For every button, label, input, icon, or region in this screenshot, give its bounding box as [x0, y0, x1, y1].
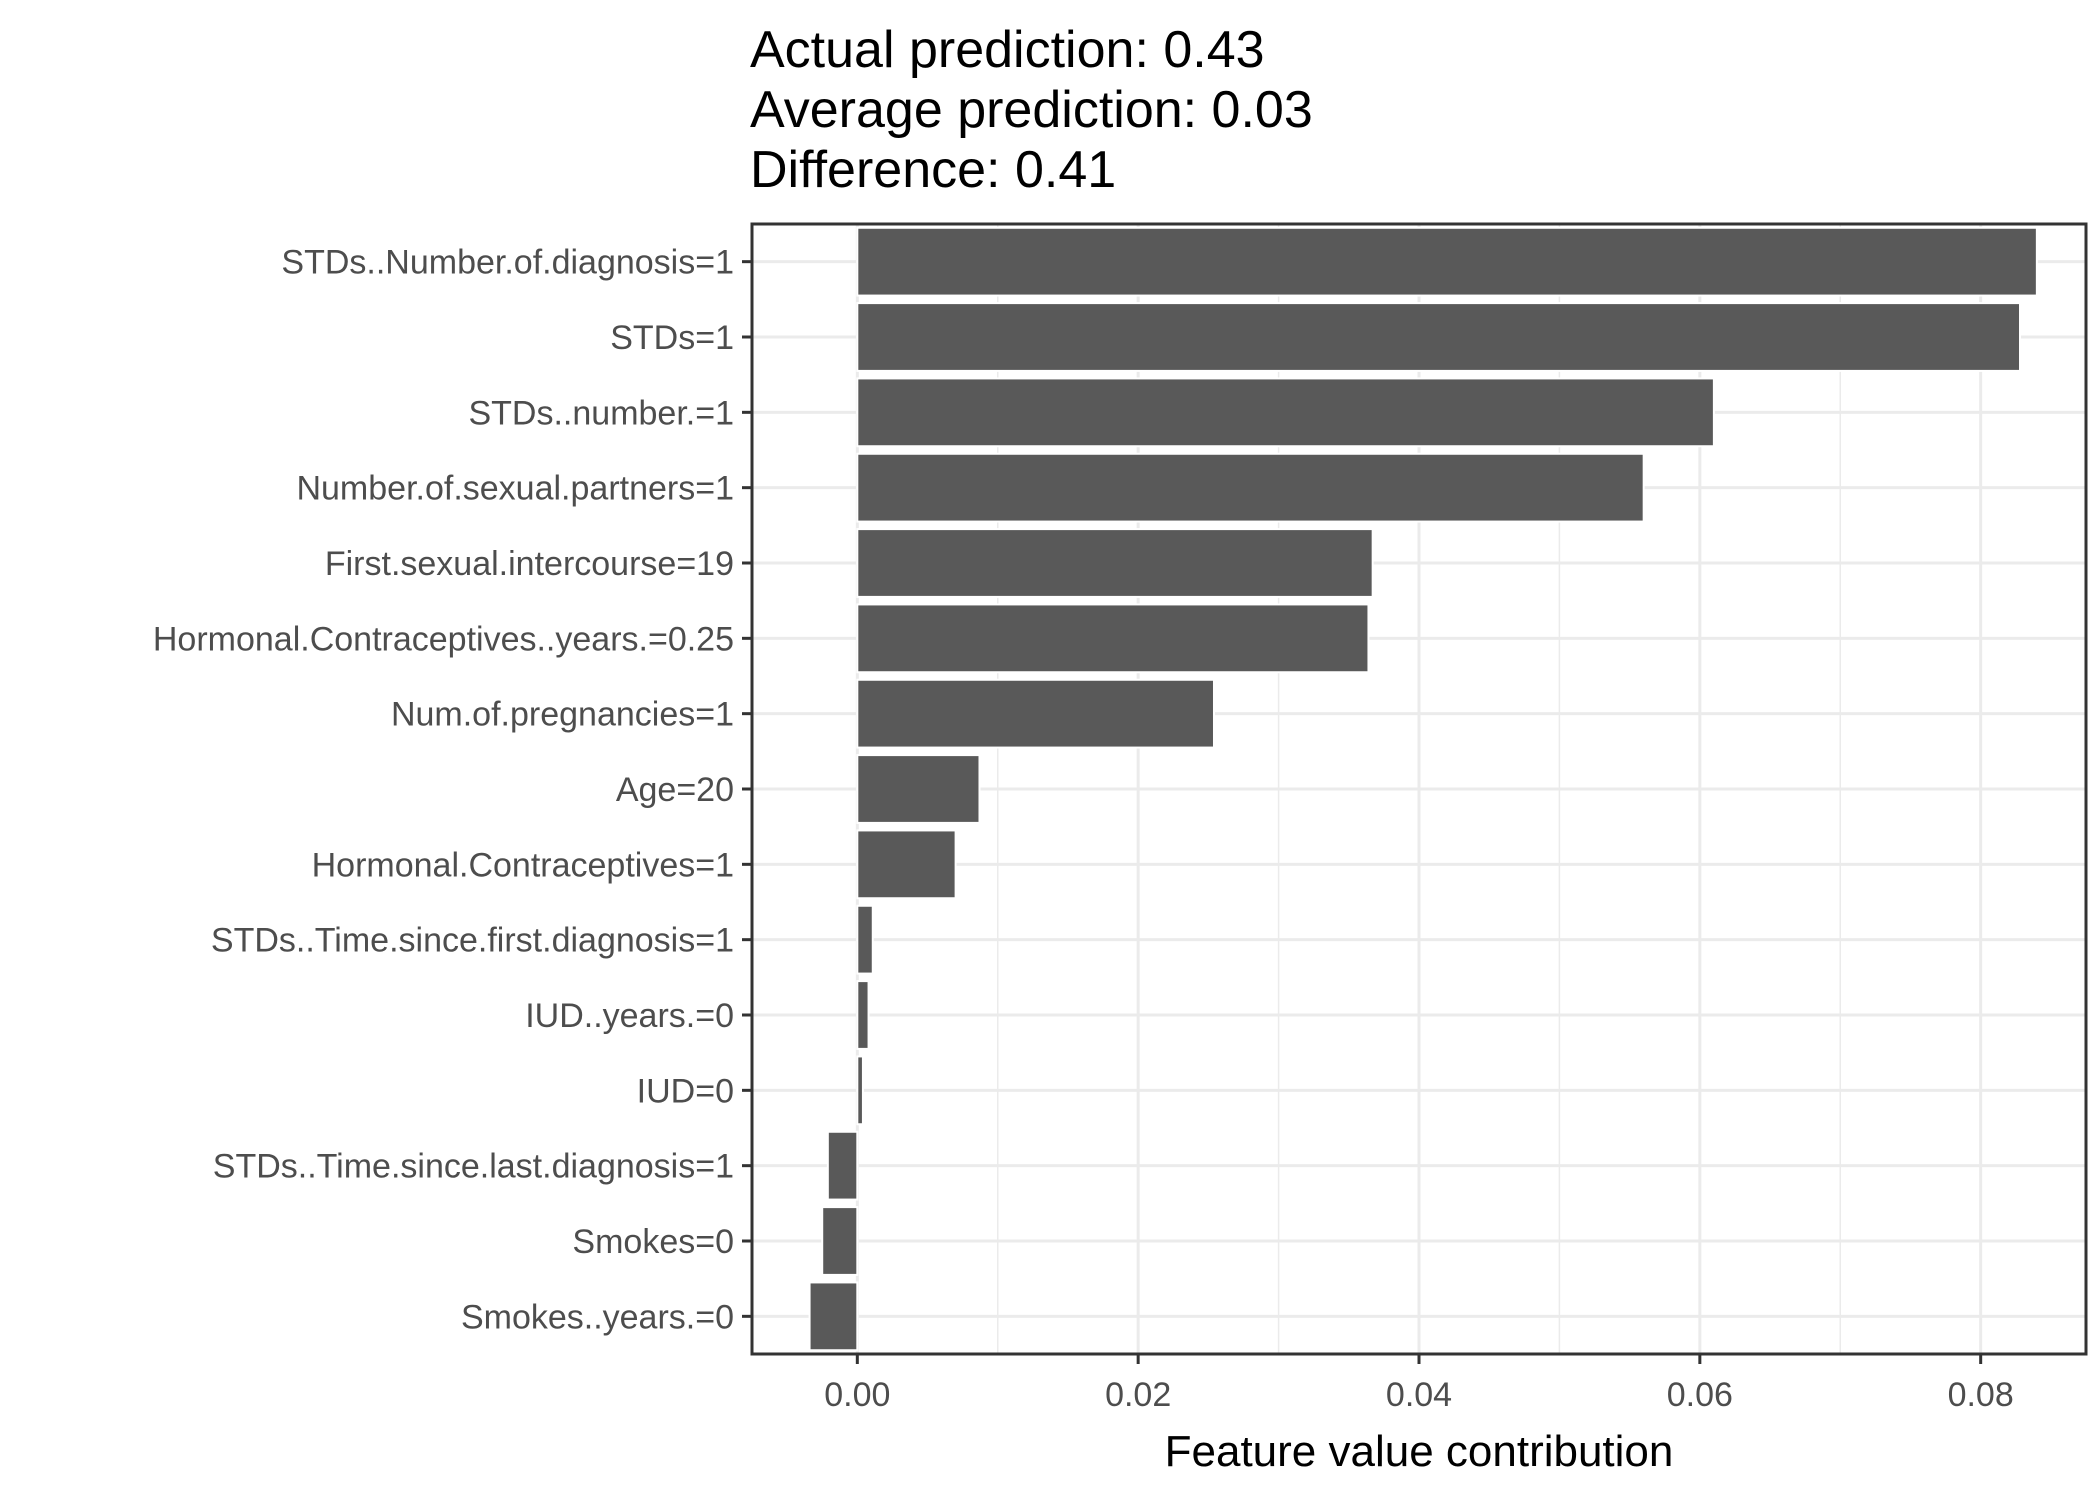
bars — [808, 226, 2038, 1352]
bar — [856, 452, 1645, 523]
bar — [826, 1130, 859, 1201]
bar — [856, 1055, 864, 1126]
bar — [856, 226, 2038, 297]
bar — [856, 528, 1374, 598]
x-tick-label: 0.08 — [1948, 1376, 2014, 1414]
y-tick-label: Age=20 — [616, 771, 734, 809]
y-tick-label: Hormonal.Contraceptives..years.=0.25 — [153, 620, 734, 658]
bar — [856, 754, 981, 824]
y-tick-label: Hormonal.Contraceptives=1 — [312, 846, 734, 884]
y-tick-label: STDs..Number.of.diagnosis=1 — [281, 244, 734, 282]
bar — [821, 1206, 859, 1276]
x-axis-title: Feature value contribution — [1165, 1427, 1674, 1476]
x-tick-label: 0.02 — [1105, 1376, 1171, 1414]
x-tick-label: 0.06 — [1667, 1376, 1733, 1414]
x-tick-label: 0.04 — [1386, 1376, 1452, 1414]
bar — [808, 1281, 859, 1352]
y-tick-label: Smokes..years.=0 — [461, 1298, 734, 1336]
bar — [856, 302, 2022, 372]
y-axis: STDs..Number.of.diagnosis=1 STDs=1 STDs..n… — [153, 244, 752, 1336]
x-axis: 0.00 0.02 0.04 0.06 0.08 — [824, 1354, 2014, 1414]
y-tick-label: Number.of.sexual.partners=1 — [296, 470, 734, 508]
difference-title: Difference: 0.41 — [750, 141, 1117, 199]
x-tick-label: 0.00 — [824, 1376, 890, 1414]
y-tick-label: Smokes=0 — [572, 1223, 734, 1261]
actual-prediction-title: Actual prediction: 0.43 — [750, 21, 1265, 79]
bar — [856, 678, 1215, 749]
bar — [856, 603, 1370, 674]
y-tick-label: First.sexual.intercourse=19 — [325, 545, 734, 583]
bar — [856, 377, 1715, 448]
bar — [856, 904, 874, 975]
average-prediction-title: Average prediction: 0.03 — [750, 81, 1313, 139]
bar — [856, 980, 870, 1050]
y-tick-label: STDs=1 — [610, 319, 734, 357]
bar — [856, 829, 957, 900]
y-tick-label: Num.of.pregnancies=1 — [391, 696, 734, 734]
y-tick-label: STDs..Time.since.last.diagnosis=1 — [213, 1148, 734, 1186]
y-tick-label: STDs..number.=1 — [468, 394, 734, 432]
y-tick-label: STDs..Time.since.first.diagnosis=1 — [211, 922, 734, 960]
y-tick-label: IUD..years.=0 — [525, 997, 734, 1035]
y-tick-label: IUD=0 — [637, 1072, 734, 1110]
